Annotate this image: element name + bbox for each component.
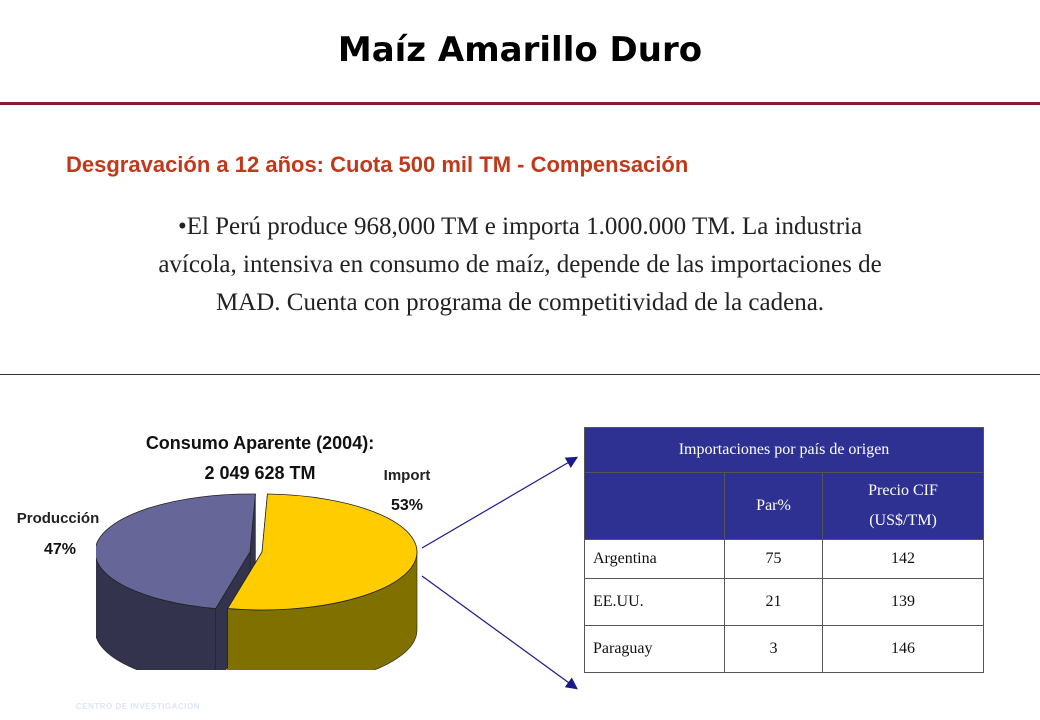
imports-table: Importaciones por país de origen Par% Pr… xyxy=(584,427,984,673)
header-par: Par% xyxy=(724,472,823,540)
section-divider xyxy=(0,374,1040,375)
header-price: Precio CIF (US$/TM) xyxy=(822,472,984,540)
footer-watermark: CENTRO DE INVESTIGACION xyxy=(76,702,200,711)
title-divider xyxy=(0,102,1040,105)
header-price-line-2: (US$/TM) xyxy=(869,512,937,529)
row-price: 146 xyxy=(822,625,984,673)
callout-arrows xyxy=(421,456,579,690)
chart-title-line-1: Consumo Aparente (2004): xyxy=(145,433,375,453)
slide-title: Maíz Amarillo Duro xyxy=(337,30,703,70)
table-row: Argentina 75 142 xyxy=(584,539,984,579)
pie-label-produccion: Producción xyxy=(16,510,100,527)
body-paragraph: •El Perú produce 968,000 TM e importa 1.… xyxy=(60,208,980,322)
pie-label-import: Import xyxy=(383,467,431,484)
body-line-3: MAD. Cuenta con programa de competitivid… xyxy=(215,289,825,316)
row-par: 21 xyxy=(724,578,823,626)
body-line-2: avícola, intensiva en consumo de maíz, d… xyxy=(158,251,882,278)
pie-slice-produccion xyxy=(96,493,256,609)
row-country: Argentina xyxy=(584,539,725,579)
row-par: 3 xyxy=(724,625,823,673)
arrow-upper xyxy=(421,456,579,549)
table-row: Paraguay 3 146 xyxy=(584,625,984,673)
imports-table-title: Importaciones por país de origen xyxy=(584,427,984,473)
row-country: Paraguay xyxy=(584,625,725,673)
row-country: EE.UU. xyxy=(584,578,725,626)
header-country xyxy=(584,472,725,540)
imports-table-header: Par% Precio CIF (US$/TM) xyxy=(584,472,984,540)
header-price-line-1: Precio CIF xyxy=(868,482,938,499)
body-line-1: •El Perú produce 968,000 TM e importa 1.… xyxy=(177,213,863,240)
chart-title-line-2: 2 049 628 TM xyxy=(204,463,316,483)
row-price: 139 xyxy=(822,578,984,626)
slide-subtitle: Desgravación a 12 años: Cuota 500 mil TM… xyxy=(66,152,689,177)
arrow-lower xyxy=(421,575,578,690)
table-row: EE.UU. 21 139 xyxy=(584,578,984,626)
row-price: 142 xyxy=(822,539,984,579)
row-par: 75 xyxy=(724,539,823,579)
pie-chart xyxy=(96,493,418,670)
pie-value-produccion: 47% xyxy=(43,541,77,558)
chart-title: Consumo Aparente (2004): 2 049 628 TM xyxy=(100,428,420,488)
pie-value-import: 53% xyxy=(390,497,424,514)
pie-slice-import xyxy=(226,493,418,611)
